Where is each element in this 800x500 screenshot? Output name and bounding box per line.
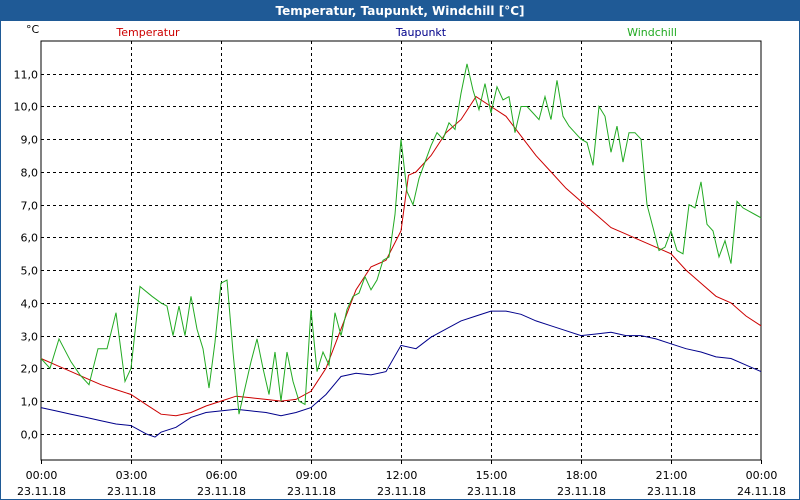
x-tick-label-time: 09:00: [296, 469, 328, 482]
y-tick-label: 0,0: [21, 429, 39, 442]
x-tick-label-date: 23.11.18: [197, 485, 246, 498]
x-tick-label-date: 23.11.18: [287, 485, 336, 498]
series-line-temperatur: [40, 95, 762, 417]
legend-windchill: Windchill: [627, 26, 677, 39]
y-tick-label: 5,0: [21, 265, 39, 278]
y-tick-label: 10,0: [14, 101, 39, 114]
y-axis-label: °C: [26, 23, 40, 36]
y-tick-label: 8,0: [21, 167, 39, 180]
x-tick-label-date: 23.11.18: [377, 485, 426, 498]
y-tick-label: 7,0: [21, 200, 39, 213]
x-tick-label-time: 15:00: [476, 469, 508, 482]
y-tick-label: 4,0: [21, 298, 39, 311]
x-tick-label-date: 24.11.18: [737, 485, 786, 498]
x-tick-label-time: 06:00: [206, 469, 238, 482]
x-tick-label-date: 23.11.18: [557, 485, 606, 498]
chart-title: Temperatur, Taupunkt, Windchill [°C]: [1, 1, 799, 21]
x-tick-label-date: 23.11.18: [107, 485, 156, 498]
x-tick-label-time: 18:00: [566, 469, 598, 482]
x-tick-label-time: 00:00: [26, 469, 58, 482]
x-tick-label-date: 23.11.18: [17, 485, 66, 498]
legend-taupunkt: Taupunkt: [395, 26, 447, 39]
legend-temperatur: Temperatur: [115, 26, 180, 39]
y-tick-label: 1,0: [21, 396, 39, 409]
x-tick-label-date: 23.11.18: [647, 485, 696, 498]
x-tick-label-time: 00:00: [746, 469, 778, 482]
y-tick-label: 11,0: [14, 69, 39, 82]
y-tick-label: 2,0: [21, 363, 39, 376]
series-line-taupunkt: [40, 310, 762, 438]
y-tick-label: 3,0: [21, 331, 39, 344]
x-tick-label-date: 23.11.18: [467, 485, 516, 498]
series-line-windchill: [40, 63, 762, 415]
x-tick-label-time: 21:00: [656, 469, 688, 482]
y-tick-label: 6,0: [21, 232, 39, 245]
x-tick-label-time: 03:00: [116, 469, 148, 482]
y-tick-label: 9,0: [21, 134, 39, 147]
line-chart: 0,0 1,0 2,0 3,0 4,0 5,0 6,0 7,0 8,0 9,0 10,0 11,0 00…: [14, 23, 786, 498]
x-tick-label-time: 12:00: [386, 469, 418, 482]
